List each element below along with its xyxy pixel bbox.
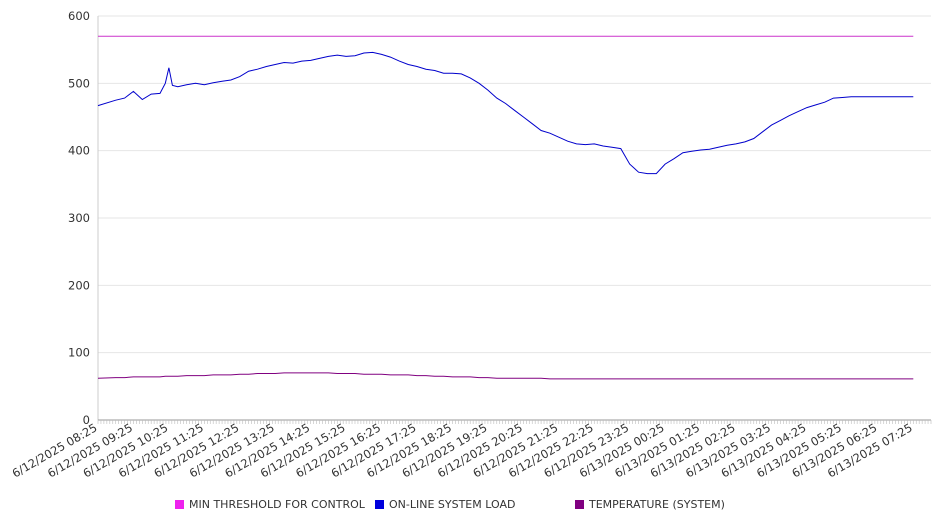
gridlines xyxy=(98,15,931,354)
legend-item-temperature[interactable]: TEMPERATURE (SYSTEM) xyxy=(575,498,725,511)
series-group xyxy=(97,35,914,380)
legend: MIN THRESHOLD FOR CONTROL ON-LINE SYSTEM… xyxy=(0,498,946,514)
x-axis: 6/12/2025 08:256/12/2025 09:256/12/2025 … xyxy=(10,419,932,480)
y-tick-label: 300 xyxy=(68,211,90,225)
y-tick-label: 0 xyxy=(83,413,90,427)
legend-swatch-temperature xyxy=(575,500,584,509)
legend-item-min-threshold[interactable]: MIN THRESHOLD FOR CONTROL xyxy=(175,498,365,511)
legend-swatch-min-threshold xyxy=(175,500,184,509)
legend-label-online-system-load: ON-LINE SYSTEM LOAD xyxy=(389,498,516,511)
line-chart: 0 100 200 300 400 500 600 6/12/2025 08:256/12/… xyxy=(10,9,932,480)
legend-swatch-online-system-load xyxy=(375,500,384,509)
y-tick-label: 100 xyxy=(68,346,90,360)
legend-label-temperature: TEMPERATURE (SYSTEM) xyxy=(589,498,725,511)
legend-label-min-threshold: MIN THRESHOLD FOR CONTROL xyxy=(189,498,365,511)
y-tick-label: 500 xyxy=(68,76,90,90)
legend-item-online-system-load[interactable]: ON-LINE SYSTEM LOAD xyxy=(375,498,515,511)
series-line-temperature-system xyxy=(97,372,914,380)
y-tick-label: 400 xyxy=(68,144,90,158)
y-tick-label: 200 xyxy=(68,278,90,292)
series-line-on-line-system-load xyxy=(97,51,914,175)
y-axis: 0 100 200 300 400 500 600 xyxy=(68,9,99,427)
y-tick-label: 600 xyxy=(68,9,90,23)
